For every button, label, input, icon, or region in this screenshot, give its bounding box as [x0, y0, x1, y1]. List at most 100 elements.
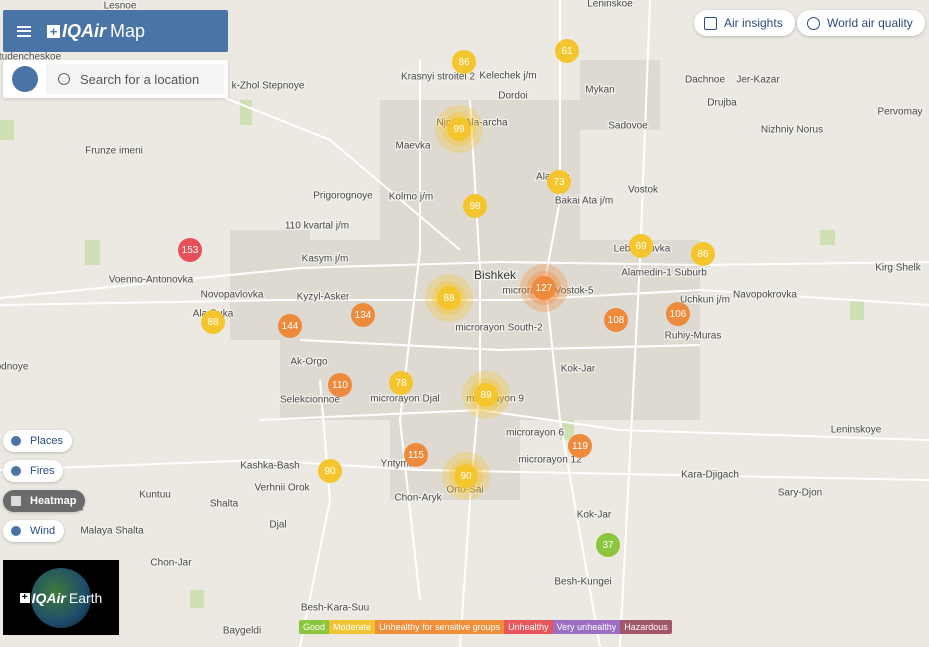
- toggle-label: Wind: [30, 525, 56, 537]
- station-aqi: 78: [395, 378, 407, 389]
- place-label: Kuntuu: [139, 490, 171, 501]
- station-marker[interactable]: 106: [666, 302, 690, 326]
- world-air-quality-button[interactable]: World air quality: [797, 10, 925, 36]
- station-marker[interactable]: 115: [404, 443, 428, 467]
- menu-button[interactable]: [17, 25, 31, 37]
- station-dot: [178, 238, 202, 262]
- station-marker[interactable]: 99: [435, 105, 483, 153]
- air-insights-button[interactable]: Air insights: [694, 10, 795, 36]
- place-label: Orto-Sai: [446, 485, 483, 496]
- station-marker[interactable]: 73: [547, 170, 571, 194]
- station-aqi: 69: [635, 241, 647, 252]
- place-label: Verhnii Orok: [254, 483, 310, 494]
- station-marker[interactable]: 86: [691, 242, 715, 266]
- place-label: Besh-Kungei: [554, 577, 611, 588]
- wind-toggle[interactable]: Wind: [3, 520, 65, 542]
- station-dot: [389, 371, 413, 395]
- place-label: Maevka: [395, 141, 430, 152]
- station-marker[interactable]: 127: [520, 264, 568, 312]
- legend-item: Hazardous: [620, 620, 672, 634]
- station-aqi: 115: [408, 450, 424, 461]
- station-aqi: 98: [469, 201, 481, 212]
- station-marker[interactable]: 119: [568, 434, 592, 458]
- station-marker[interactable]: 153: [178, 238, 202, 262]
- station-aqi: 37: [602, 540, 614, 551]
- station-marker[interactable]: 144: [278, 314, 302, 338]
- search-placeholder: Search for a location: [80, 71, 200, 87]
- station-aqi: 108: [608, 315, 625, 326]
- fires-toggle[interactable]: Fires: [3, 460, 64, 482]
- station-dot: [629, 234, 653, 258]
- station-marker[interactable]: 108: [604, 308, 628, 332]
- search-input[interactable]: Search for a location: [46, 64, 224, 94]
- station-dot: [447, 117, 471, 141]
- logo-icon: +: [47, 24, 60, 38]
- header: + IQAir Map: [3, 10, 228, 52]
- place-label: Kok-Jar: [561, 364, 596, 375]
- place-label: k-Zhol Stepnoye: [232, 81, 305, 92]
- place-label: Alamedin-1 Suburb: [621, 268, 707, 279]
- place-label: Ak-Orgo: [290, 357, 328, 368]
- station-aqi: 127: [536, 283, 553, 294]
- place-label: Baygeldi: [223, 626, 261, 637]
- place-label: Mykan: [585, 85, 614, 96]
- station-marker[interactable]: 61: [555, 39, 579, 63]
- place-label: Dordoi: [498, 91, 527, 102]
- station-marker[interactable]: 110: [328, 373, 352, 397]
- station-aqi: 99: [453, 124, 465, 135]
- place-label: Voenno-Antonovka: [109, 275, 194, 286]
- station-marker[interactable]: 88: [425, 274, 473, 322]
- station-marker[interactable]: 98: [463, 194, 487, 218]
- place-label: Kara-Djigach: [681, 470, 739, 481]
- legend-item: Good: [299, 620, 330, 634]
- place-label: Kelechek j/m: [479, 71, 536, 82]
- station-aqi: 88: [207, 317, 219, 328]
- place-label: microrayon South-2: [455, 323, 543, 334]
- station-dot: [328, 373, 352, 397]
- button-label: Air insights: [724, 16, 783, 30]
- station-dot: [474, 383, 498, 407]
- place-label: Novopavlovka: [201, 290, 264, 301]
- station-aqi: 86: [458, 57, 470, 68]
- place-label: Bishkek: [474, 268, 517, 282]
- station-dot: [568, 434, 592, 458]
- heatmap-toggle[interactable]: Heatmap: [3, 490, 86, 512]
- place-label: Kok-Jar: [577, 510, 612, 521]
- station-aqi: 61: [561, 46, 573, 57]
- toggle-label: Fires: [30, 465, 55, 477]
- station-dot: [318, 459, 342, 483]
- place-label: microrayon Djal: [370, 394, 439, 405]
- place-label: Selekcionnoe: [280, 395, 340, 406]
- place-label: Jer-Kazar: [736, 75, 780, 86]
- place-label: Kolmo j/m: [389, 192, 433, 203]
- iqair-earth-link[interactable]: + IQAir Earth: [3, 560, 119, 635]
- station-dot: [404, 443, 428, 467]
- station-marker[interactable]: 89: [462, 371, 510, 419]
- place-label: Chon-Jar: [150, 558, 192, 569]
- place-label: microrayon 12: [518, 455, 582, 466]
- station-marker[interactable]: 37: [596, 533, 620, 557]
- station-marker[interactable]: 78: [389, 371, 413, 395]
- stations[interactable]: 86 61 99 73 98 69 86 153 127 88 134 144 88 108 106 110 7…: [178, 39, 715, 557]
- legend-item: Unhealthy for sensitive groups: [375, 620, 505, 634]
- locate-button[interactable]: [12, 66, 38, 92]
- places-toggle[interactable]: Places: [3, 430, 73, 452]
- station-dot: [547, 170, 571, 194]
- station-marker[interactable]: 86: [452, 50, 476, 74]
- station-marker[interactable]: 90: [318, 459, 342, 483]
- station-dot: [666, 302, 690, 326]
- station-dot: [604, 308, 628, 332]
- station-marker[interactable]: 69: [629, 234, 653, 258]
- search-bar: Search for a location: [3, 60, 228, 98]
- place-label: Frunze imeni: [85, 146, 143, 157]
- station-marker[interactable]: 88: [201, 310, 225, 334]
- brand: IQAir: [31, 589, 66, 606]
- station-marker[interactable]: 134: [351, 303, 375, 327]
- place-label: Nizhniy Norus: [761, 125, 823, 136]
- station-marker[interactable]: 90: [442, 452, 490, 500]
- legend-item: Very unhealthy: [552, 620, 621, 634]
- station-dot: [454, 464, 478, 488]
- place-label: Malaya Shalta: [80, 526, 144, 537]
